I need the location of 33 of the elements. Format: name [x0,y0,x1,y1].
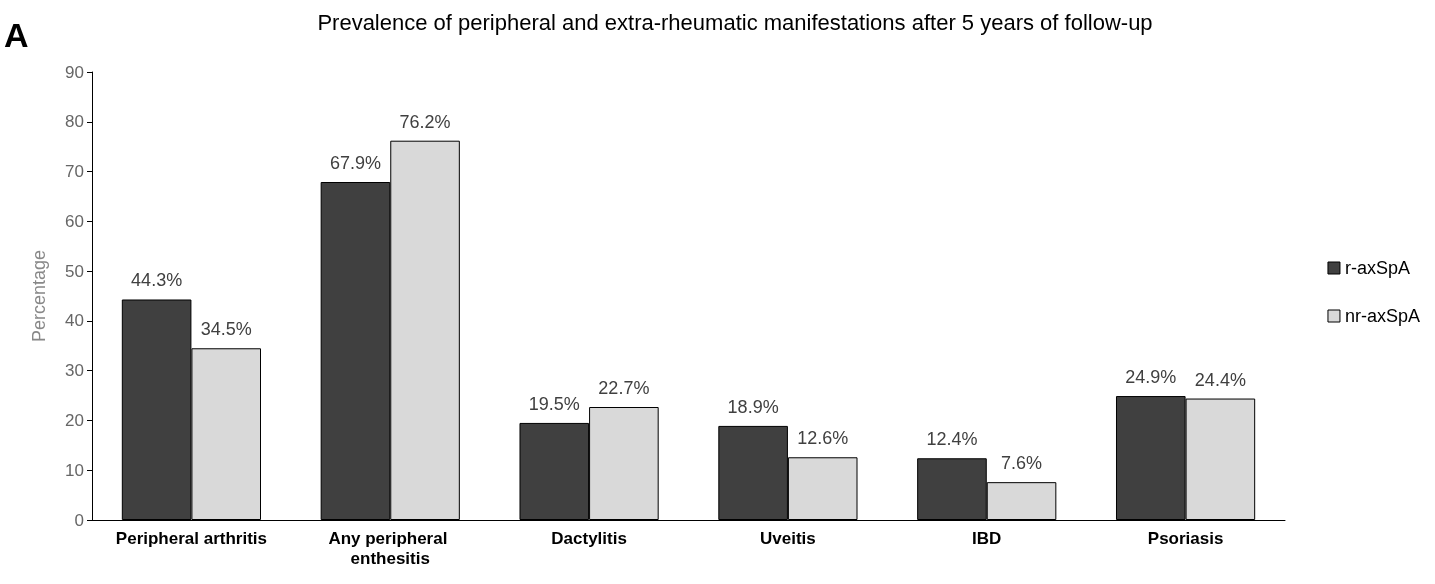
y-tick-label: 30 [65,361,84,381]
data-label: 44.3% [131,270,183,291]
y-tick-label: 50 [65,261,84,281]
x-tick-label: Psoriasis [1147,528,1224,548]
data-label: 7.6% [1001,453,1043,474]
y-tick-label: 60 [65,211,84,231]
data-label: 22.7% [598,378,650,398]
y-tick-label: 10 [65,460,84,480]
x-tick-label: Dactylitis [551,528,627,548]
data-label: 34.5% [200,319,252,340]
y-tick-label: 70 [65,162,84,182]
data-label: 76.2% [399,111,451,132]
chart-title: Prevalence of peripheral and extra-rheumatic manifestations after 5 years of follow-up [317,9,1153,35]
data-label: 19.5% [528,393,580,414]
text: A [4,16,29,54]
data-label: 18.9% [727,396,779,417]
legend-label: r-axSpA [1344,258,1410,278]
x-tick-label: Any peripheral enthesitis [328,528,453,568]
legend-label: nr-axSpA [1344,306,1421,326]
y-tick-label: 0 [74,510,84,530]
data-label: 24.4% [1194,369,1246,390]
y-tick-label: 80 [65,112,84,132]
y-axis-title: Percentage [29,249,49,343]
x-tick-label: IBD [972,528,1002,548]
x-tick-label: Peripheral arthritis [115,528,267,548]
data-label: 12.6% [797,428,849,449]
data-label: 67.9% [329,153,381,174]
y-tick-label: 20 [65,410,84,430]
y-tick-label: 90 [65,62,84,82]
data-label: 24.9% [1125,367,1177,388]
x-tick-label: Uveitis [760,528,816,548]
y-tick-label: 40 [65,311,84,331]
data-label: 12.4% [926,429,978,450]
